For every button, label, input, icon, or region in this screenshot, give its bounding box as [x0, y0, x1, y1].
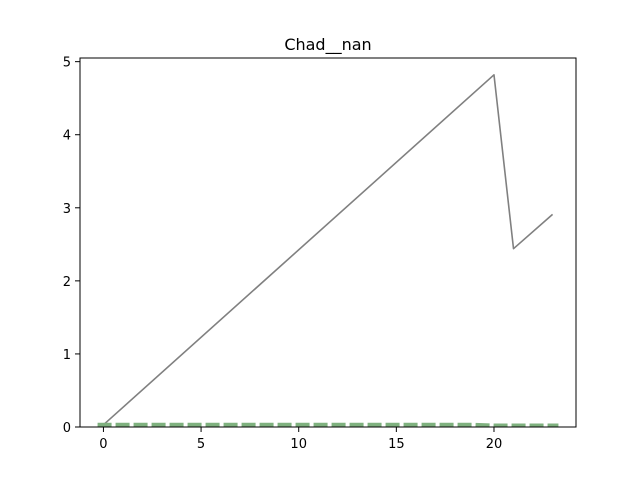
series-line-2	[97, 422, 559, 428]
series-layer	[97, 74, 559, 428]
plot-frame	[79, 57, 577, 428]
y-tick-label: 3	[63, 202, 71, 217]
chart-title: Chad__nan	[284, 35, 371, 55]
x-tick-label: 0	[99, 437, 107, 452]
x-tick-label: 15	[388, 437, 405, 452]
series-line-1	[102, 74, 554, 426]
x-tick-label: 5	[197, 437, 205, 452]
x-tick-label: 20	[486, 437, 503, 452]
y-tick-label: 1	[63, 348, 71, 363]
y-tick-label: 0	[63, 421, 71, 436]
x-tick-label: 10	[290, 437, 307, 452]
y-axis: 0 1 2 3 4 5	[63, 56, 80, 436]
y-tick-label: 5	[63, 56, 71, 71]
y-tick-label: 2	[63, 275, 71, 290]
y-tick-label: 4	[63, 129, 71, 144]
x-axis: 0 5 10 15 20	[99, 427, 502, 452]
